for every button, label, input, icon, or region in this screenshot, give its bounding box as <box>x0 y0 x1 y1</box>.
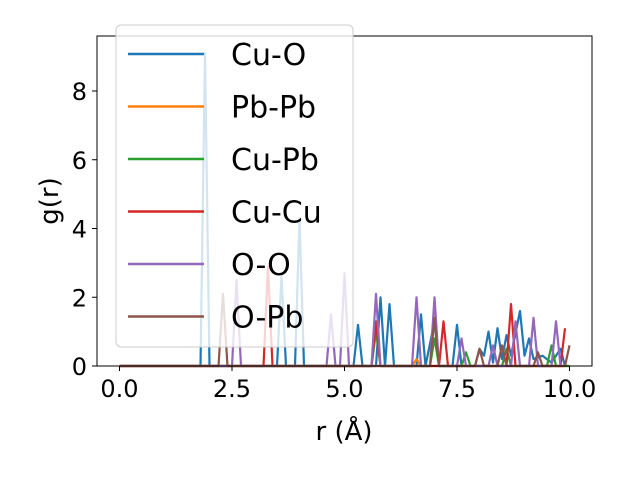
legend-label: O-Pb <box>231 301 303 336</box>
series-line-o-pb <box>119 292 571 368</box>
ticks-layer: 0.0 2.5 5.0 7.5 10.0 0 2 4 6 8 <box>72 78 597 403</box>
x-axis-label: r (Å) <box>315 415 372 447</box>
y-tick-label: 2 <box>72 284 87 312</box>
legend-label: Cu-Pb <box>231 143 319 178</box>
x-tick-label: 2.5 <box>213 375 251 403</box>
y-tick-label: 8 <box>72 78 87 106</box>
x-tick-label: 5.0 <box>325 375 363 403</box>
y-tick-label: 4 <box>72 216 87 244</box>
legend-label: O-O <box>231 248 291 283</box>
legend-box <box>115 24 354 348</box>
y-tick-label: 6 <box>72 147 87 175</box>
legend: Cu-O Pb-Pb Cu-Pb Cu-Cu O-O O-Pb <box>115 24 354 348</box>
x-tick-label: 10.0 <box>543 375 596 403</box>
x-tick-label: 0.0 <box>100 375 138 403</box>
y-axis-label: g(r) <box>35 177 65 224</box>
legend-label: Pb-Pb <box>231 91 316 126</box>
legend-label: Cu-Cu <box>231 196 322 231</box>
y-tick-label: 0 <box>72 353 87 381</box>
legend-label: Cu-O <box>231 38 306 73</box>
x-tick-label: 7.5 <box>438 375 476 403</box>
